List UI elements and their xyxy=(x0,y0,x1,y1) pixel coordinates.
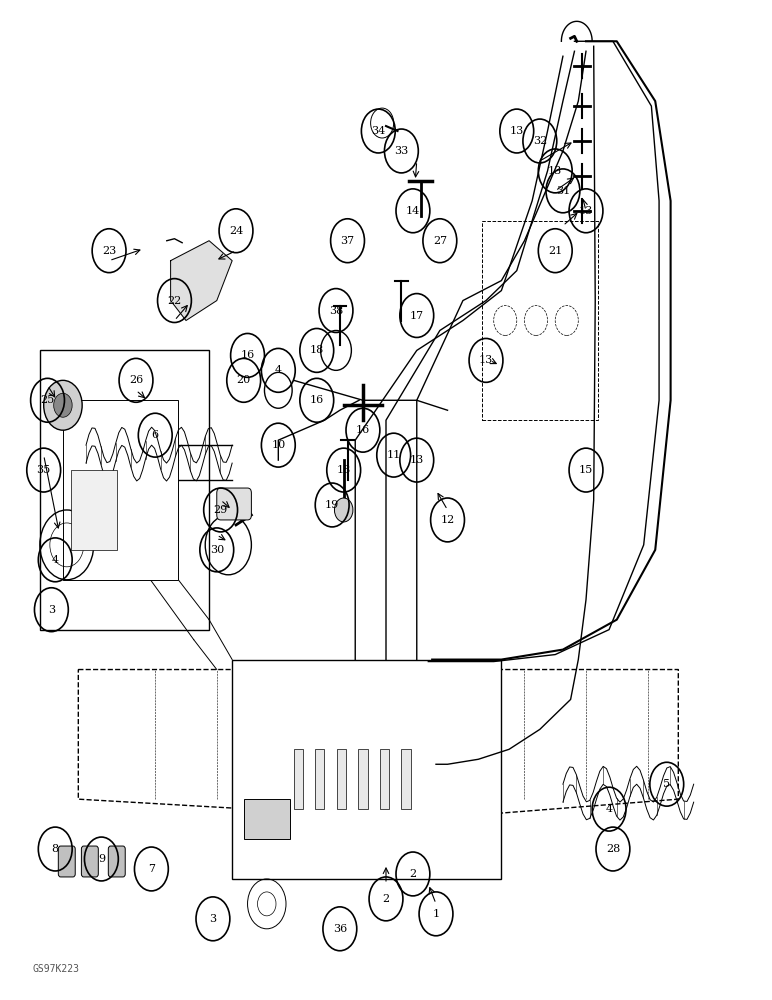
Text: 34: 34 xyxy=(371,126,385,136)
Text: 21: 21 xyxy=(548,246,562,256)
Text: 16: 16 xyxy=(240,350,255,360)
FancyBboxPatch shape xyxy=(217,488,252,520)
Text: 24: 24 xyxy=(229,226,243,236)
Text: 6: 6 xyxy=(151,430,159,440)
Text: 13: 13 xyxy=(479,355,493,365)
Text: 26: 26 xyxy=(129,375,143,385)
Text: 16: 16 xyxy=(310,395,324,405)
Text: 35: 35 xyxy=(36,465,51,475)
Text: 33: 33 xyxy=(394,146,408,156)
Text: 31: 31 xyxy=(556,186,570,196)
Text: 36: 36 xyxy=(333,924,347,934)
Text: 14: 14 xyxy=(406,206,420,216)
Text: 13: 13 xyxy=(579,206,593,216)
FancyBboxPatch shape xyxy=(108,846,125,877)
Text: 13: 13 xyxy=(510,126,524,136)
Text: 10: 10 xyxy=(271,440,286,450)
FancyBboxPatch shape xyxy=(293,749,303,809)
Text: 22: 22 xyxy=(168,296,181,306)
Text: 19: 19 xyxy=(325,500,339,510)
Text: 27: 27 xyxy=(433,236,447,246)
Text: 7: 7 xyxy=(148,864,155,874)
FancyBboxPatch shape xyxy=(63,400,178,580)
Text: 25: 25 xyxy=(40,395,55,405)
Text: 28: 28 xyxy=(606,844,620,854)
Text: 13: 13 xyxy=(410,455,424,465)
FancyBboxPatch shape xyxy=(337,749,346,809)
Text: 37: 37 xyxy=(340,236,354,246)
Text: 3: 3 xyxy=(48,605,55,615)
Text: 20: 20 xyxy=(236,375,251,385)
Circle shape xyxy=(54,393,72,417)
Text: 12: 12 xyxy=(440,515,455,525)
FancyBboxPatch shape xyxy=(244,799,290,839)
Text: 29: 29 xyxy=(214,505,228,515)
FancyBboxPatch shape xyxy=(232,660,501,879)
Text: 8: 8 xyxy=(52,844,59,854)
Text: 4: 4 xyxy=(605,804,613,814)
Circle shape xyxy=(44,380,82,430)
Text: 2: 2 xyxy=(409,869,416,879)
Text: 4: 4 xyxy=(52,555,59,565)
FancyBboxPatch shape xyxy=(315,749,324,809)
Text: 17: 17 xyxy=(410,311,424,321)
Text: 4: 4 xyxy=(275,365,282,375)
Text: 23: 23 xyxy=(102,246,117,256)
Text: 2: 2 xyxy=(382,894,390,904)
FancyBboxPatch shape xyxy=(358,749,367,809)
FancyBboxPatch shape xyxy=(380,749,389,809)
Text: GS97K223: GS97K223 xyxy=(32,964,80,974)
Text: 38: 38 xyxy=(329,306,343,316)
Text: 11: 11 xyxy=(387,450,401,460)
FancyBboxPatch shape xyxy=(59,846,75,877)
FancyBboxPatch shape xyxy=(40,350,209,630)
Text: 3: 3 xyxy=(209,914,216,924)
FancyBboxPatch shape xyxy=(482,221,598,420)
FancyBboxPatch shape xyxy=(401,749,411,809)
Text: 5: 5 xyxy=(663,779,670,789)
FancyBboxPatch shape xyxy=(70,470,117,550)
Polygon shape xyxy=(171,241,232,320)
Text: 32: 32 xyxy=(533,136,547,146)
Text: 15: 15 xyxy=(579,465,593,475)
Text: 30: 30 xyxy=(210,545,224,555)
Text: 13: 13 xyxy=(548,166,562,176)
FancyBboxPatch shape xyxy=(81,846,98,877)
Text: 18: 18 xyxy=(310,345,324,355)
Text: 1: 1 xyxy=(432,909,439,919)
Text: 9: 9 xyxy=(98,854,105,864)
Circle shape xyxy=(334,498,353,522)
Text: 18: 18 xyxy=(337,465,350,475)
Text: 16: 16 xyxy=(356,425,370,435)
